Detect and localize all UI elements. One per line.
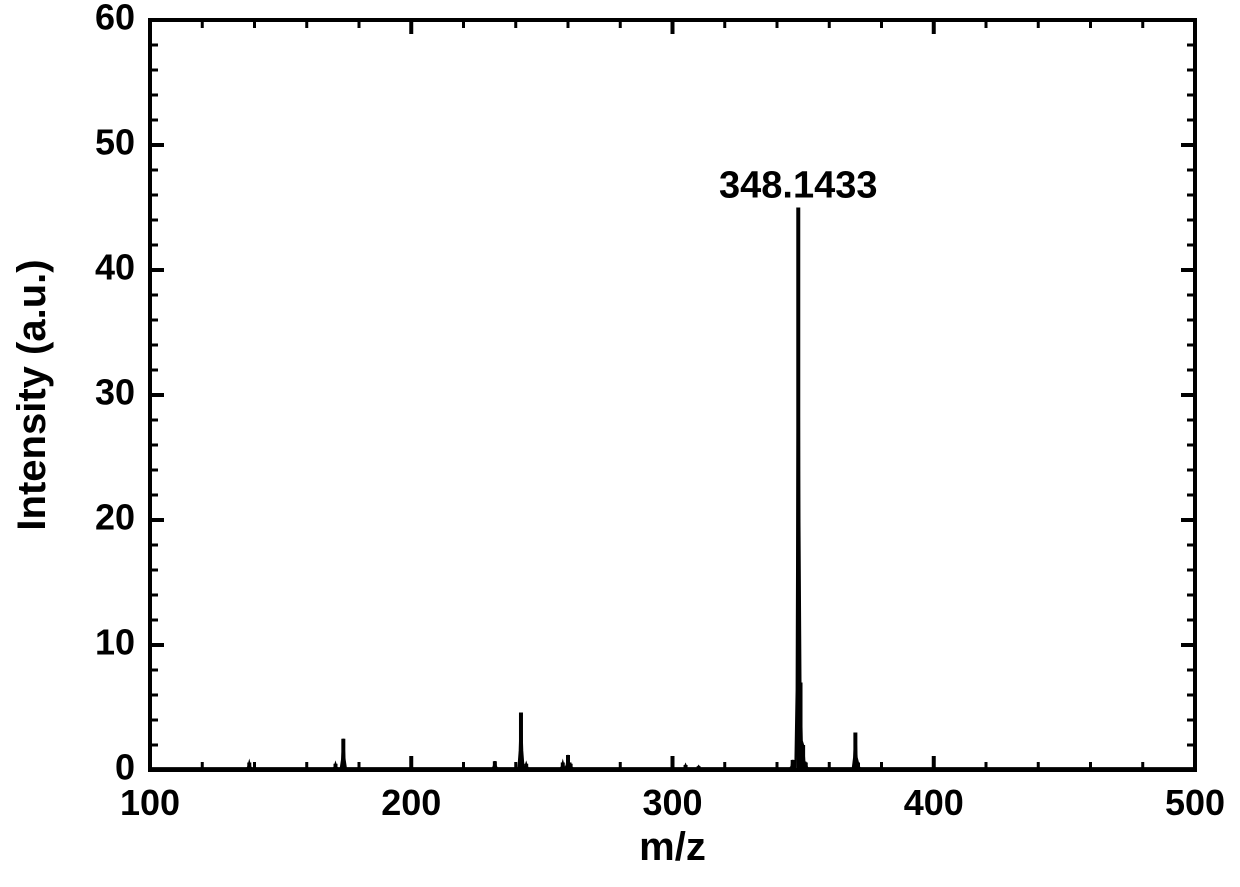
- y-tick-label: 50: [95, 122, 135, 163]
- x-tick-label: 400: [904, 782, 964, 823]
- y-tick-label: 0: [115, 747, 135, 788]
- y-tick-label: 10: [95, 622, 135, 663]
- y-tick-label: 40: [95, 247, 135, 288]
- chart-background: [0, 0, 1240, 887]
- x-axis-title: m/z: [639, 825, 706, 869]
- y-tick-label: 30: [95, 372, 135, 413]
- y-tick-label: 60: [95, 0, 135, 38]
- x-tick-label: 300: [642, 782, 702, 823]
- y-axis-title: Intensity (a.u.): [10, 259, 54, 530]
- chart-svg: 100 200 300 400 500 0 10 20 30 40 50 60 m/z Intensity…: [0, 0, 1240, 887]
- mass-spectrum-chart: 100 200 300 400 500 0 10 20 30 40 50 60 m/z Intensity…: [0, 0, 1240, 887]
- y-tick-label: 20: [95, 497, 135, 538]
- x-tick-label: 200: [381, 782, 441, 823]
- x-tick-label: 100: [120, 782, 180, 823]
- x-tick-label: 500: [1165, 782, 1225, 823]
- peak-label: 348.1433: [719, 165, 878, 207]
